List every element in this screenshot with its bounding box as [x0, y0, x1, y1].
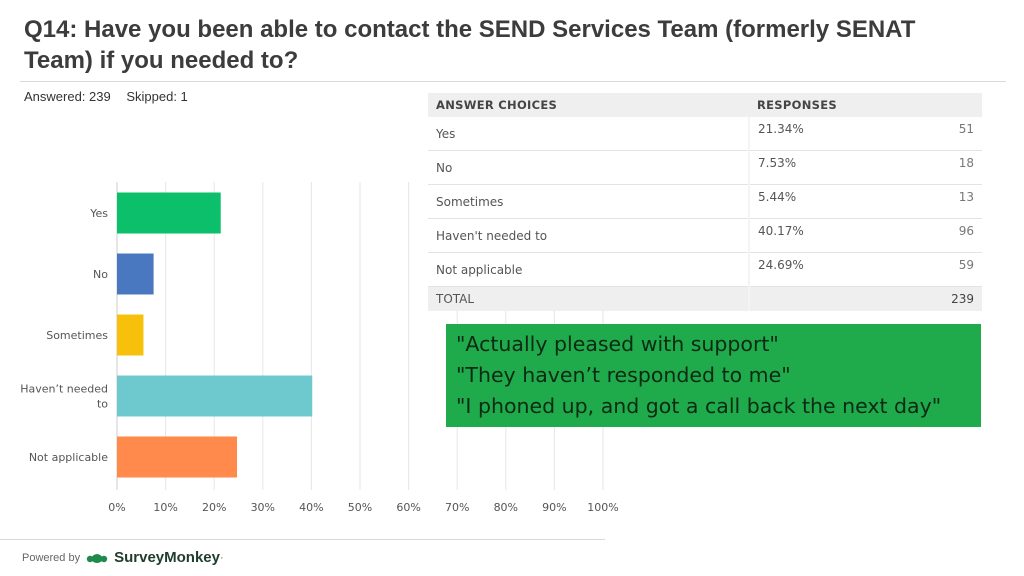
choice-cell: Sometimes — [428, 184, 750, 219]
category-label: Not applicable — [29, 451, 108, 464]
x-tick-label: 20% — [202, 501, 226, 514]
bar — [117, 375, 313, 417]
responses-table: ANSWER CHOICES RESPONSES Yes 21.34% 51 N… — [428, 93, 982, 311]
x-tick-label: 80% — [494, 501, 518, 514]
brand-name: SurveyMonkey — [114, 549, 220, 566]
x-tick-label: 30% — [251, 501, 275, 514]
quote-line: "Actually pleased with support" — [456, 332, 779, 356]
count-cell: 51 — [906, 117, 982, 151]
category-label: Sometimes — [46, 329, 108, 342]
percent-cell: 24.69% — [749, 252, 906, 287]
responses-header: RESPONSES — [749, 93, 982, 117]
category-label: to — [97, 398, 108, 411]
bar — [117, 192, 221, 234]
choice-cell: Yes — [428, 117, 750, 151]
table-row: No 7.53% 18 — [428, 150, 982, 185]
bar — [117, 314, 144, 356]
title-divider — [20, 81, 1006, 82]
skipped-count: Skipped: 1 — [126, 89, 188, 104]
x-tick-label: 70% — [445, 501, 469, 514]
count-cell: 59 — [906, 252, 982, 287]
powered-by-label: Powered by — [22, 551, 81, 564]
total-spacer — [749, 286, 906, 311]
table-row: Not applicable 24.69% 59 — [428, 252, 982, 287]
surveymonkey-logo-icon — [86, 553, 108, 563]
total-label: TOTAL — [428, 286, 750, 311]
x-tick-label: 0% — [108, 501, 125, 514]
bar — [117, 253, 154, 295]
choice-cell: Haven't needed to — [428, 218, 750, 253]
answer-choices-header: ANSWER CHOICES — [428, 93, 749, 117]
choice-cell: No — [428, 150, 750, 185]
page-title: Q14: Have you been able to contact the S… — [24, 16, 916, 74]
table-row: Yes 21.34% 51 — [428, 117, 982, 151]
footer-divider — [0, 539, 605, 540]
total-count: 239 — [906, 286, 982, 311]
brand-mark: · — [219, 551, 224, 564]
response-stats: Answered: 239 Skipped: 1 — [24, 89, 200, 104]
bar-chart: 0% 10% 20% 30% 40% 50% 60% 70% 80% 90% 100% Yes No So… — [20, 182, 619, 514]
quote-line: "I phoned up, and got a call back the ne… — [456, 394, 942, 418]
category-label: No — [93, 268, 108, 281]
x-tick-label: 60% — [396, 501, 420, 514]
choice-cell: Not applicable — [428, 252, 750, 287]
quote-line: "They haven’t responded to me" — [456, 363, 791, 387]
percent-cell: 5.44% — [749, 184, 906, 219]
footer: Powered by SurveyMonkey · — [22, 549, 224, 566]
table-header-row: ANSWER CHOICES RESPONSES — [428, 93, 982, 117]
category-label: Haven’t needed — [20, 383, 108, 396]
count-cell: 96 — [906, 218, 982, 253]
table-row: Sometimes 5.44% 13 — [428, 184, 982, 219]
table-total-row: TOTAL 239 — [428, 286, 982, 311]
percent-cell: 40.17% — [749, 218, 906, 253]
x-tick-label: 100% — [587, 501, 618, 514]
percent-cell: 21.34% — [749, 117, 906, 151]
count-cell: 18 — [906, 150, 982, 185]
category-label: Yes — [89, 207, 108, 220]
answered-count: Answered: 239 — [24, 89, 111, 104]
count-cell: 13 — [906, 184, 982, 219]
percent-cell: 7.53% — [749, 150, 906, 185]
x-tick-label: 10% — [153, 501, 177, 514]
quotes-callout: "Actually pleased with support" "They ha… — [446, 324, 981, 427]
x-tick-label: 90% — [542, 501, 566, 514]
x-tick-label: 40% — [299, 501, 323, 514]
table-row: Haven't needed to 40.17% 96 — [428, 218, 982, 253]
bar — [117, 436, 237, 478]
x-tick-label: 50% — [348, 501, 372, 514]
